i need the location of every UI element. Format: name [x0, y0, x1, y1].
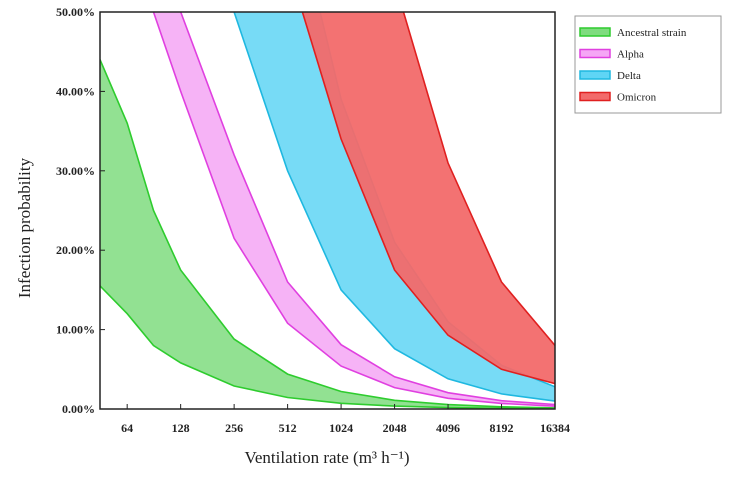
x-tick-label: 512 — [279, 421, 297, 435]
x-tick-label: 8192 — [490, 421, 514, 435]
legend-swatch-alpha — [579, 48, 611, 59]
x-tick-label: 256 — [225, 421, 243, 435]
x-tick-label: 2048 — [383, 421, 407, 435]
y-tick-label: 30.00% — [56, 164, 95, 178]
delta-lower-line — [233, 12, 555, 402]
y-tick-label: 50.00% — [56, 5, 95, 19]
y-tick-label: 10.00% — [56, 323, 95, 337]
alpha-band — [153, 12, 555, 407]
x-tick-label: 1024 — [329, 421, 353, 435]
legend: Ancestral strain Alpha Delta Omicron — [574, 15, 722, 114]
x-tick-label: 16384 — [540, 421, 570, 435]
ancestral-strain-band — [100, 59, 555, 409]
x-tick-label: 128 — [172, 421, 190, 435]
x-tick-label: 4096 — [436, 421, 460, 435]
legend-label-alpha: Alpha — [617, 49, 644, 61]
y-tick-label: 0.00% — [62, 402, 95, 416]
ancestral-strain-upper-line — [100, 59, 555, 409]
series-bands — [100, 12, 555, 409]
y-axis-ticks: 0.00% 10.00% 20.00% 30.00% 40.00% 50.00% — [56, 5, 105, 416]
legend-item-ancestral-strain: Ancestral strain — [579, 27, 687, 39]
omicron-band — [302, 12, 555, 384]
y-tick-label: 20.00% — [56, 243, 95, 257]
legend-swatch-omicron — [579, 91, 611, 102]
alpha-upper-line — [179, 12, 555, 406]
plot-frame — [99, 11, 556, 410]
legend-swatch-ancestral-strain — [579, 27, 611, 37]
legend-item-alpha: Alpha — [579, 48, 644, 61]
alpha-lower-line — [152, 12, 555, 407]
x-axis-ticks: 64 128 256 512 1024 2048 4096 8192 16384 — [121, 404, 570, 435]
legend-label-omicron: Omicron — [617, 92, 657, 104]
legend-item-delta: Delta — [579, 70, 641, 82]
legend-label-ancestral-strain: Ancestral strain — [617, 27, 687, 39]
y-axis-title: Infection probability — [15, 157, 34, 298]
x-tick-label: 64 — [121, 421, 133, 435]
legend-label-delta: Delta — [617, 70, 641, 82]
x-axis-title: Ventilation rate (m³ h⁻¹) — [244, 448, 409, 467]
ancestral-strain-lower-line — [100, 285, 555, 409]
omicron-upper-line — [402, 12, 555, 347]
legend-swatch-delta — [579, 70, 611, 80]
omicron-lower-line — [301, 12, 555, 385]
y-tick-label: 40.00% — [56, 84, 95, 98]
legend-item-omicron: Omicron — [579, 91, 657, 104]
delta-band — [234, 12, 555, 402]
